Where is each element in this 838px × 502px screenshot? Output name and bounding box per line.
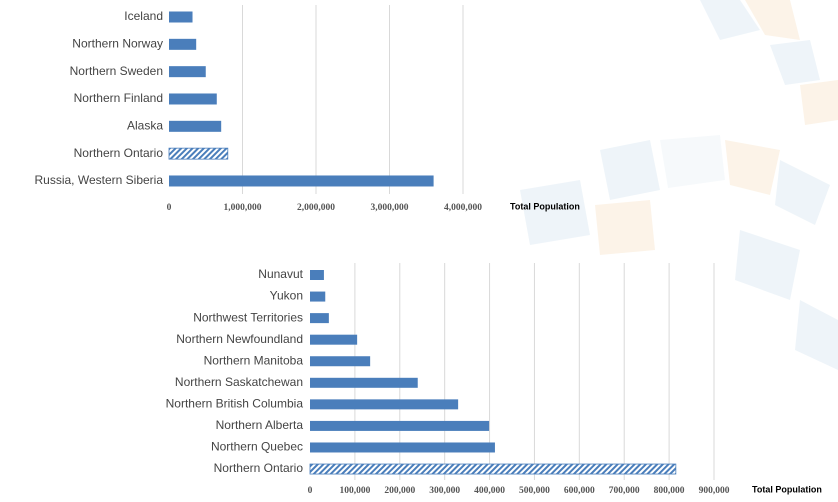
category-label: Northern Quebec bbox=[211, 440, 303, 454]
bar bbox=[310, 378, 418, 388]
page: 0 1,000,000 2,000,000 3,000,000 4,000,000 Tot… bbox=[0, 0, 838, 502]
x-tick-label: 100,000 bbox=[339, 486, 370, 496]
background-mosaic bbox=[520, 0, 838, 370]
category-label: Northern Ontario bbox=[74, 146, 164, 160]
bar bbox=[310, 356, 370, 366]
x-tick-label: 600,000 bbox=[564, 486, 595, 496]
x-tick-label: 900,000 bbox=[699, 486, 730, 496]
category-label: Northern Sweden bbox=[70, 64, 163, 78]
bar bbox=[310, 399, 458, 409]
category-label: Northwest Territories bbox=[193, 310, 303, 324]
x-tick-label: 500,000 bbox=[519, 486, 550, 496]
x-tick-label: 0 bbox=[308, 486, 313, 496]
category-label: Northern Newfoundland bbox=[176, 332, 303, 346]
bar bbox=[169, 175, 434, 186]
bar bbox=[169, 93, 217, 104]
category-label: Northern Norway bbox=[72, 37, 163, 51]
category-label: Yukon bbox=[270, 289, 303, 303]
category-label: Nunavut bbox=[258, 267, 303, 281]
x-tick-label: 800,000 bbox=[654, 486, 685, 496]
category-label: Russia, Western Siberia bbox=[35, 173, 164, 187]
x-tick-label: 0 bbox=[167, 203, 172, 213]
x-tick-label: 4,000,000 bbox=[444, 203, 482, 213]
x-tick-label: 700,000 bbox=[609, 486, 640, 496]
bar bbox=[169, 121, 221, 132]
category-label: Northern Finland bbox=[74, 91, 163, 105]
bar bbox=[169, 39, 196, 50]
category-label: Northern Saskatchewan bbox=[175, 375, 303, 389]
category-label: Alaska bbox=[127, 118, 163, 132]
x-tick-label: 400,000 bbox=[474, 486, 505, 496]
x-tick-label: 200,000 bbox=[384, 486, 415, 496]
bar bbox=[169, 12, 193, 23]
bar bbox=[310, 442, 495, 452]
bar bbox=[310, 270, 324, 280]
category-label: Northern Ontario bbox=[214, 461, 304, 475]
x-tick-label: 2,000,000 bbox=[297, 203, 335, 213]
category-label: Iceland bbox=[124, 9, 163, 23]
bar bbox=[310, 292, 325, 302]
bar bbox=[169, 66, 206, 77]
x-tick-label: 3,000,000 bbox=[371, 203, 409, 213]
category-label: Northern Alberta bbox=[216, 418, 304, 432]
x-tick-label: 1,000,000 bbox=[224, 203, 262, 213]
x-axis-title: Total Population bbox=[510, 201, 580, 211]
category-label: Northern British Columbia bbox=[166, 397, 304, 411]
bar bbox=[310, 313, 329, 323]
x-tick-label: 300,000 bbox=[429, 486, 460, 496]
bar bbox=[310, 421, 489, 431]
bar bbox=[310, 335, 357, 345]
category-label: Northern Manitoba bbox=[204, 353, 304, 367]
bar bbox=[310, 464, 676, 474]
bar bbox=[169, 148, 228, 159]
x-axis-title: Total Population bbox=[752, 484, 822, 494]
